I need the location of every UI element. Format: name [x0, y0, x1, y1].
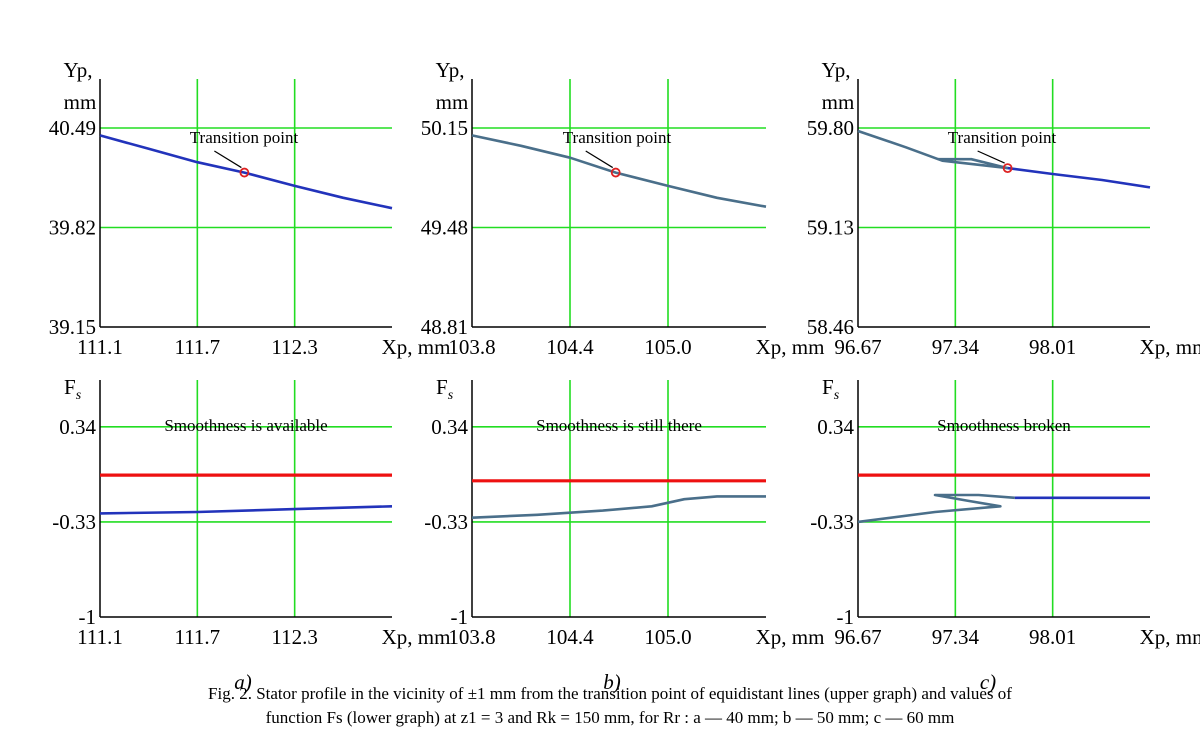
y-tick-label: 0.34	[59, 415, 96, 439]
x-tick-label: 112.3	[271, 625, 317, 649]
figure-caption: Fig. 2. Stator profile in the vicinity o…	[60, 682, 1160, 730]
y-tick-label: 0.34	[431, 415, 468, 439]
y-axis-label: Fs	[436, 375, 454, 403]
annotation-pointer	[214, 150, 242, 169]
annotation-pointer	[977, 150, 1005, 164]
y-tick-label: 49.48	[421, 216, 468, 240]
transition-point-marker	[1002, 163, 1013, 174]
y-axis-label-line2: mm	[822, 90, 855, 114]
y-axis-label: Fs	[822, 375, 840, 403]
series-line	[1007, 166, 1151, 189]
panel-label-b: b)	[603, 670, 621, 694]
series-line	[471, 495, 766, 519]
x-tick-label: 105.0	[644, 335, 691, 359]
x-tick-label: 105.0	[644, 625, 691, 649]
chart-a_bottom: -1 -0.33 0.34 111.1 111.7 112.3 Xp, mm Fs Smooth…	[52, 375, 450, 649]
y-tick-label: 50.15	[421, 116, 468, 140]
x-tick-label: 112.3	[271, 335, 317, 359]
x-tick-label: 111.7	[174, 335, 220, 359]
panel-label-a: a)	[234, 670, 252, 694]
y-tick-label: 0.34	[817, 415, 854, 439]
annotation-label: Smoothness is available	[164, 416, 327, 435]
caption-line-1: Fig. 2. Stator profile in the vicinity o…	[208, 684, 1012, 703]
series-line	[99, 134, 393, 210]
y-tick-label: -0.33	[424, 510, 468, 534]
chart-a_top: 39.15 39.82 40.49 111.1 111.7 112.3 Xp, mm Yp, m…	[49, 58, 451, 359]
y-axis-label-line1: Yp,	[436, 58, 465, 82]
y-axis-label: Fs	[64, 375, 82, 403]
x-tick-label: 103.8	[448, 625, 495, 649]
y-tick-label: -1	[451, 605, 469, 629]
y-axis-label-line2: mm	[64, 90, 97, 114]
x-tick-label: 97.34	[932, 335, 980, 359]
annotation-label: Smoothness is still there	[536, 416, 702, 435]
chart-c_bottom: -1 -0.33 0.34 96.67 97.34 98.01 Xp, mm Fs Smooth…	[810, 375, 1200, 649]
y-tick-label: 59.13	[807, 216, 854, 240]
y-axis-label-line2: mm	[436, 90, 469, 114]
x-tick-label: 111.1	[77, 335, 123, 359]
x-tick-label: 103.8	[448, 335, 495, 359]
x-tick-label: 98.01	[1029, 625, 1076, 649]
y-tick-label: -0.33	[810, 510, 854, 534]
series-line	[471, 134, 767, 208]
transition-point-marker	[239, 167, 250, 178]
y-axis-label-subscript: s	[834, 388, 840, 403]
x-axis-label: Xp, mm	[382, 335, 451, 359]
x-axis-label: Xp, mm	[756, 625, 825, 649]
x-axis-label: Xp, mm	[756, 335, 825, 359]
x-tick-label: 104.4	[546, 335, 594, 359]
transition-point-marker	[610, 167, 621, 178]
x-tick-label: 96.67	[834, 335, 881, 359]
series-line	[937, 157, 1008, 170]
chart-b_bottom: -1 -0.33 0.34 103.8 104.4 105.0 Xp, mm Fs Smooth…	[424, 375, 824, 649]
annotation-label: Transition point	[190, 128, 299, 147]
annotation-label: Smoothness broken	[937, 416, 1071, 435]
series-line	[857, 129, 1008, 170]
y-tick-label: -0.33	[52, 510, 96, 534]
y-axis-label-subscript: s	[76, 388, 82, 403]
annotation-label: Transition point	[563, 128, 672, 147]
x-tick-label: 96.67	[834, 625, 881, 649]
y-tick-label: 48.81	[421, 315, 468, 339]
series-line	[857, 493, 1015, 524]
y-tick-label: 59.80	[807, 116, 854, 140]
caption-line-2: function Fs (lower graph) at z1 = 3 and …	[265, 708, 955, 727]
y-axis-label-subscript: s	[448, 388, 454, 403]
y-axis-label-line1: Yp,	[822, 58, 851, 82]
panel-label-c: c)	[980, 670, 996, 694]
x-tick-label: 104.4	[546, 625, 594, 649]
annotation-pointer	[585, 150, 614, 169]
x-tick-label: 111.1	[77, 625, 123, 649]
x-tick-label: 98.01	[1029, 335, 1076, 359]
x-tick-label: 111.7	[174, 625, 220, 649]
series-line	[99, 505, 393, 515]
chart-b_top: 48.81 49.48 50.15 103.8 104.4 105.0 Xp, mm Yp, m…	[421, 58, 825, 359]
y-tick-label: -1	[79, 605, 97, 629]
y-tick-label: -1	[837, 605, 855, 629]
x-axis-label: Xp, mm	[1140, 625, 1200, 649]
y-axis-label-line1: Yp,	[64, 58, 93, 82]
y-tick-label: 58.46	[807, 315, 854, 339]
y-tick-label: 40.49	[49, 116, 96, 140]
x-axis-label: Xp, mm	[1140, 335, 1200, 359]
x-axis-label: Xp, mm	[382, 625, 451, 649]
annotation-label: Transition point	[948, 128, 1057, 147]
chart-c_top: 58.46 59.13 59.80 96.67 97.34 98.01 Xp, mm Yp, m…	[807, 58, 1200, 359]
y-tick-label: 39.82	[49, 216, 96, 240]
y-tick-label: 39.15	[49, 315, 96, 339]
x-tick-label: 97.34	[932, 625, 980, 649]
